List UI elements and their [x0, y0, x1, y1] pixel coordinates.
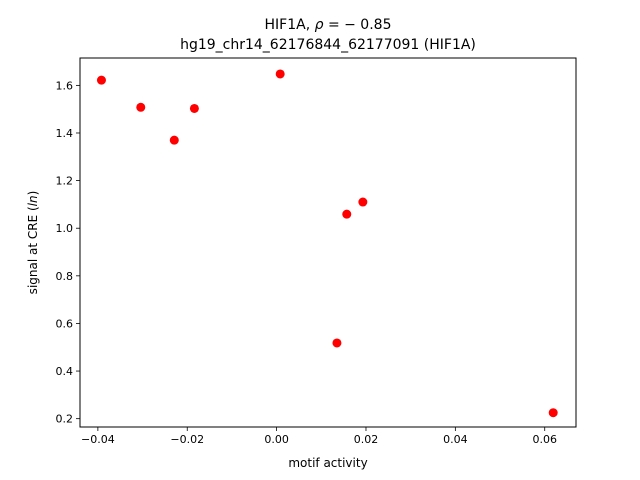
- x-tick-label: −0.04: [81, 433, 115, 446]
- data-point: [342, 209, 352, 219]
- data-point: [136, 102, 146, 112]
- data-point: [332, 338, 342, 348]
- y-tick-label: 0.2: [56, 413, 74, 426]
- x-tick-label: 0.00: [264, 433, 289, 446]
- data-point: [189, 103, 199, 113]
- y-tick-label: 1.0: [56, 222, 74, 235]
- chart-title-line2: hg19_chr14_62176844_62177091 (HIF1A): [180, 37, 476, 53]
- x-tick-label: −0.02: [170, 433, 204, 446]
- y-tick-label: 1.6: [56, 79, 74, 92]
- data-point: [548, 408, 558, 418]
- x-tick-label: 0.06: [532, 433, 557, 446]
- data-point: [96, 75, 106, 85]
- y-tick-label: 1.2: [56, 175, 74, 188]
- y-axis-label: signal at CRE (ln): [26, 191, 40, 295]
- y-tick-label: 0.6: [56, 317, 74, 330]
- data-point: [275, 69, 285, 79]
- plot-frame: [79, 57, 577, 428]
- y-tick-label: 1.4: [56, 127, 74, 140]
- y-tick-label: 0.8: [56, 270, 74, 283]
- data-point: [358, 197, 368, 207]
- x-tick-label: 0.02: [354, 433, 379, 446]
- data-points: [96, 69, 558, 418]
- data-point: [169, 135, 179, 145]
- y-tick-label: 0.4: [56, 365, 74, 378]
- x-tick-label: 0.04: [443, 433, 468, 446]
- x-axis-label: motif activity: [288, 456, 367, 470]
- chart-title-line1: HIF1A, ρ = − 0.85: [265, 17, 392, 33]
- x-axis-ticks: −0.04 −0.02 0.00 0.02 0.04 0.06: [81, 427, 557, 446]
- y-axis-ticks: 0.2 0.4 0.6 0.8 1.0 1.2 1.4 1.6: [56, 79, 80, 426]
